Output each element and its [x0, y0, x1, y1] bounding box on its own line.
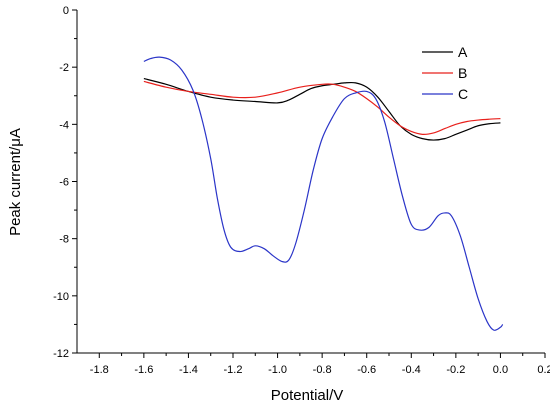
y-tick-label: -2 [59, 62, 69, 74]
x-tick-label: 0.0 [493, 364, 508, 376]
x-tick-label: -0.8 [313, 364, 332, 376]
y-tick-label: -4 [59, 119, 69, 131]
x-tick-label: -0.6 [357, 364, 376, 376]
legend-label-a: A [458, 44, 468, 60]
x-tick-label: -1.2 [224, 364, 243, 376]
y-tick-label: -12 [53, 348, 69, 360]
x-tick-label: 0.2 [537, 364, 550, 376]
series-a-line [143, 78, 501, 141]
x-tick-label: -1.6 [134, 364, 153, 376]
legend: ABC [422, 44, 468, 102]
x-tick-label: -1.8 [90, 364, 109, 376]
series-b-line [143, 80, 501, 135]
x-axis-ticks: -1.8 -1.6 -1.4 -1.2 -1.0 -0.8 -0.6 -0.4 -0.2 0.0 0… [90, 353, 550, 376]
x-tick-label: -1.4 [179, 364, 198, 376]
x-tick-label: -1.0 [268, 364, 287, 376]
x-axis-label: Potential/V [271, 387, 344, 404]
y-axis-label: Peak current/μA [7, 128, 24, 236]
legend-label-b: B [458, 65, 467, 81]
y-tick-label: -8 [59, 234, 69, 246]
x-tick-label: -0.4 [402, 364, 421, 376]
y-tick-label: -6 [59, 177, 69, 189]
x-tick-label: -0.2 [446, 364, 465, 376]
y-tick-label: -10 [53, 291, 69, 303]
series-c-line [143, 56, 504, 331]
legend-label-c: C [458, 86, 468, 102]
plot-lines [143, 56, 504, 331]
y-tick-label: 0 [63, 5, 69, 17]
y-axis-ticks: -12 -10 -8 -6 -4 -2 0 [53, 5, 77, 360]
